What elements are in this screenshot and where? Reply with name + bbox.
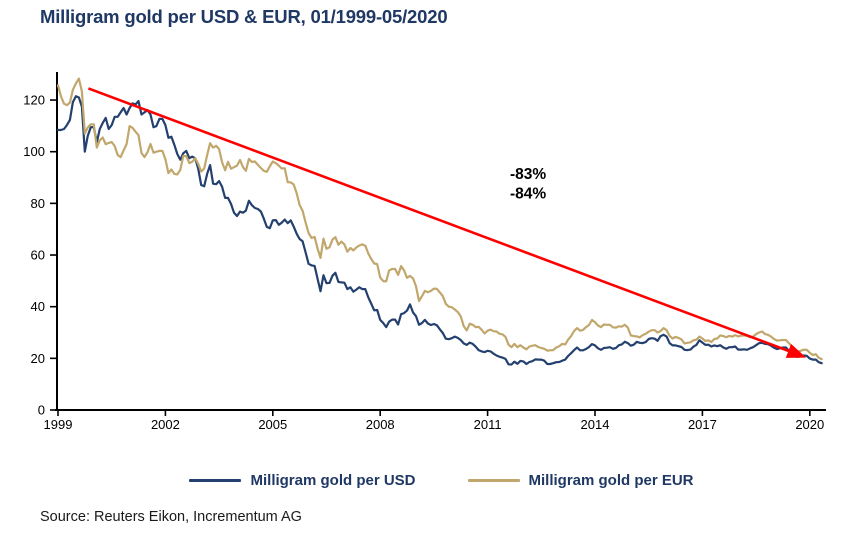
y-tick-label: 20 xyxy=(31,351,45,366)
x-tick-label: 2008 xyxy=(366,417,395,432)
chart-legend: Milligram gold per USD Milligram gold pe… xyxy=(57,466,826,494)
pct-change-annotation: -84% xyxy=(510,185,546,202)
x-tick-label: 2017 xyxy=(688,417,717,432)
trend-line xyxy=(87,87,794,354)
trend-arrowhead-icon xyxy=(785,343,807,358)
y-tick-label: 80 xyxy=(31,196,45,211)
x-tick-label: 2011 xyxy=(474,417,502,432)
y-tick-label: 40 xyxy=(31,299,45,314)
line-chart: 0 20 40 60 80 100 120 1999 2002 2005 2008 2011 2014 2… xyxy=(23,72,826,432)
y-tick-label: 60 xyxy=(31,248,45,263)
source-note: Source: Reuters Eikon, Incrementum AG xyxy=(40,509,302,525)
y-tick-label: 0 xyxy=(38,403,45,418)
legend-item-eur: Milligram gold per EUR xyxy=(467,471,694,489)
y-tick-label: 100 xyxy=(23,144,45,159)
legend-item-usd: Milligram gold per USD xyxy=(189,471,416,489)
x-tick-label: 1999 xyxy=(44,417,73,432)
legend-label-usd: Milligram gold per USD xyxy=(250,471,416,489)
x-tick-label: 2014 xyxy=(581,417,610,432)
chart-title: Milligram gold per USD & EUR, 01/1999-05… xyxy=(40,6,448,27)
legend-line-usd-swatch xyxy=(189,478,242,482)
x-tick-label: 2020 xyxy=(795,417,824,432)
x-tick-label: 2002 xyxy=(151,417,180,432)
series-line-1 xyxy=(56,77,823,361)
series-line-0 xyxy=(56,95,823,366)
legend-label-eur: Milligram gold per EUR xyxy=(528,471,694,489)
x-tick-label: 2005 xyxy=(258,417,287,432)
legend-line-eur-swatch xyxy=(467,478,520,482)
pct-change-annotation: -83% xyxy=(510,166,546,183)
y-tick-label: 120 xyxy=(23,93,45,108)
